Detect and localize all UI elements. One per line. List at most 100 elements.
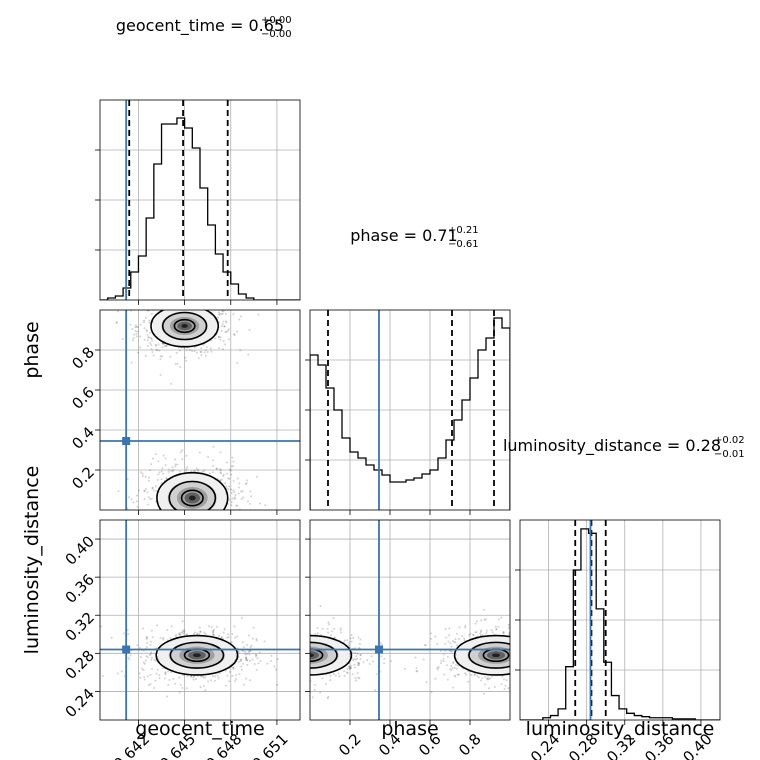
scatter-point (164, 464, 167, 467)
xlabel-geocent-time: geocent_time (135, 718, 264, 740)
scatter-point (533, 628, 535, 630)
scatter-point (293, 646, 295, 648)
scatter-point (227, 338, 230, 341)
scatter-point (211, 307, 213, 309)
scatter-point (359, 654, 362, 657)
scatter-point (246, 659, 249, 662)
scatter-point (269, 634, 271, 636)
scatter-point (358, 677, 361, 680)
scatter-point (389, 660, 392, 663)
scatter-point (305, 648, 307, 650)
tick-label-y: 0.36 (62, 570, 98, 606)
scatter-point (515, 674, 517, 676)
scatter-point (301, 637, 303, 639)
scatter-point (287, 664, 289, 666)
scatter-point (249, 502, 252, 505)
scatter-point (283, 667, 285, 669)
scatter-point (166, 513, 168, 515)
scatter-point (192, 514, 194, 516)
panel-phase-vs-phase (305, 309, 511, 515)
scatter-point (238, 660, 241, 663)
scatter-point (517, 666, 519, 668)
scatter-point (298, 643, 300, 645)
scatter-point (346, 672, 349, 675)
scatter-point (563, 625, 565, 627)
scatter-point (165, 477, 168, 480)
scatter-point (174, 465, 177, 468)
scatter-point (561, 670, 563, 672)
scatter-point (333, 627, 336, 630)
scatter-point (161, 523, 163, 525)
scatter-point (504, 684, 507, 687)
scatter-point (513, 636, 515, 638)
scatter-point (287, 673, 289, 675)
scatter-point (512, 635, 514, 637)
scatter-point (256, 516, 258, 518)
scatter-point (353, 658, 356, 661)
scatter-point (198, 626, 201, 629)
scatter-point (549, 659, 551, 661)
scatter-point (179, 366, 182, 369)
scatter-point (248, 634, 251, 637)
scatter-point (292, 674, 294, 676)
scatter-point (155, 672, 158, 675)
scatter-point (245, 656, 248, 659)
scatter-point (155, 303, 157, 305)
scatter-point (220, 531, 222, 533)
scatter-point (546, 672, 548, 674)
scatter-point (158, 349, 161, 352)
scatter-point (191, 290, 193, 292)
scatter-point (269, 677, 271, 679)
title-geocent-time-minus: −0.00 (261, 29, 292, 40)
scatter-point (147, 684, 150, 687)
scatter-point (280, 629, 282, 631)
scatter-point (533, 646, 535, 648)
scatter-point (174, 307, 176, 309)
scatter-point (222, 320, 225, 323)
scatter-point (358, 643, 361, 646)
scatter-point (223, 482, 226, 485)
scatter-point (152, 304, 154, 306)
scatter-point (434, 635, 437, 638)
scatter-point (190, 675, 193, 678)
scatter-point (539, 628, 541, 630)
scatter-point (251, 637, 254, 640)
scatter-point (512, 647, 514, 649)
scatter-point (350, 664, 353, 667)
scatter-point (240, 668, 243, 671)
scatter-point (146, 339, 149, 342)
scatter-point (491, 631, 494, 634)
scatter-point (175, 304, 177, 306)
scatter-point (452, 661, 455, 664)
scatter-point (549, 640, 551, 642)
scatter-point (502, 631, 505, 634)
scatter-point (211, 674, 214, 677)
scatter-point (230, 465, 233, 468)
scatter-point (196, 632, 199, 635)
scatter-point (278, 637, 280, 639)
scatter-point (224, 343, 227, 346)
scatter-point (295, 667, 297, 669)
scatter-point (218, 522, 220, 524)
scatter-point (528, 659, 530, 661)
scatter-point (528, 660, 530, 662)
scatter-point (206, 351, 209, 354)
scatter-point (135, 500, 138, 503)
scatter-point (527, 671, 529, 673)
scatter-point (145, 636, 148, 639)
panel-frame (519, 519, 721, 721)
scatter-point (308, 663, 310, 665)
scatter-point (121, 337, 124, 340)
panel-content (520, 520, 720, 720)
title-luminosity-distance: luminosity_distance = 0.28 (503, 436, 721, 456)
scatter-point (354, 647, 357, 650)
scatter-point (134, 330, 137, 333)
scatter-point (525, 643, 527, 645)
scatter-point (192, 676, 195, 679)
scatter-point (475, 620, 478, 623)
scatter-point (161, 304, 163, 306)
scatter-point (450, 665, 453, 668)
ylabel-phase: phase (21, 321, 43, 378)
scatter-point (255, 667, 257, 669)
scatter-point (463, 637, 466, 640)
